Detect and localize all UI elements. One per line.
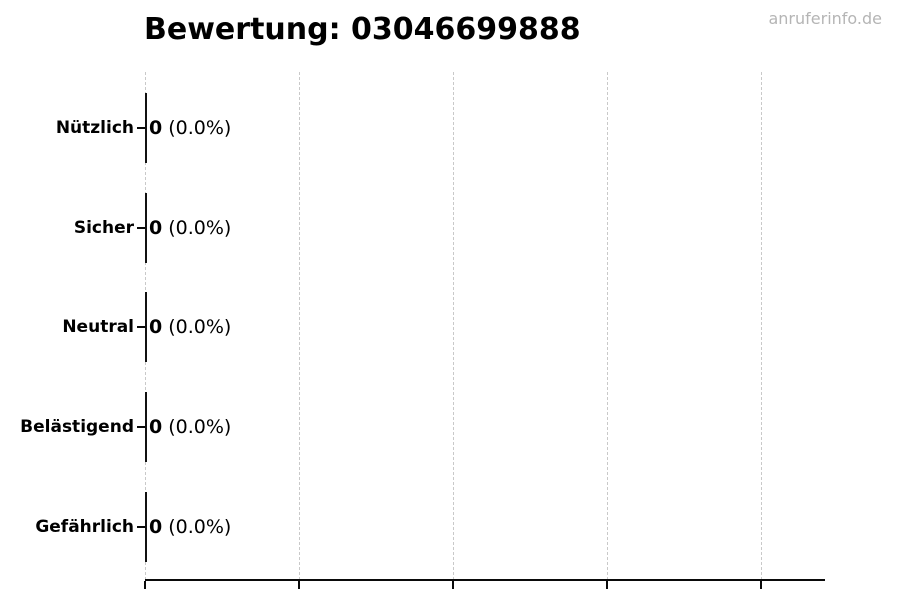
bar-row: Sicher 0 (0.0%) xyxy=(0,193,900,263)
x-axis-line xyxy=(145,579,825,581)
y-axis-tick xyxy=(137,227,145,229)
bar-count: 0 xyxy=(149,117,163,139)
bar-count: 0 xyxy=(149,217,163,239)
y-axis-tick xyxy=(137,426,145,428)
gridline xyxy=(761,72,762,580)
bar-value-label: 0 (0.0%) xyxy=(149,416,231,438)
watermark-text: anruferinfo.de xyxy=(768,9,882,28)
bar-count: 0 xyxy=(149,516,163,538)
x-axis-tick xyxy=(298,581,300,589)
bar-percent: (0.0%) xyxy=(168,516,232,538)
gridline xyxy=(607,72,608,580)
x-axis-tick xyxy=(760,581,762,589)
bar-value-label: 0 (0.0%) xyxy=(149,217,231,239)
bar-count: 0 xyxy=(149,416,163,438)
gridline xyxy=(453,72,454,580)
x-axis-tick xyxy=(452,581,454,589)
bar-value-label: 0 (0.0%) xyxy=(149,117,231,139)
chart-title: Bewertung: 03046699888 xyxy=(144,12,581,47)
bar xyxy=(145,193,147,263)
bar-percent: (0.0%) xyxy=(168,316,232,338)
bar-value-label: 0 (0.0%) xyxy=(149,316,231,338)
bar xyxy=(145,392,147,462)
bar-percent: (0.0%) xyxy=(168,416,232,438)
category-label: Neutral xyxy=(62,317,134,337)
bar-count: 0 xyxy=(149,316,163,338)
y-axis-tick xyxy=(137,127,145,129)
bar-percent: (0.0%) xyxy=(168,117,232,139)
bar-percent: (0.0%) xyxy=(168,217,232,239)
bar xyxy=(145,93,147,163)
x-axis-tick xyxy=(144,581,146,589)
category-label: Gefährlich xyxy=(35,517,134,537)
y-axis-tick xyxy=(137,526,145,528)
y-axis-tick xyxy=(137,326,145,328)
bar-row: Nützlich 0 (0.0%) xyxy=(0,93,900,163)
bar xyxy=(145,292,147,362)
bar-row: Belästigend 0 (0.0%) xyxy=(0,392,900,462)
bar-row: Neutral 0 (0.0%) xyxy=(0,292,900,362)
x-axis-tick xyxy=(606,581,608,589)
bar-value-label: 0 (0.0%) xyxy=(149,516,231,538)
category-label: Sicher xyxy=(73,218,134,238)
bar-row: Gefährlich 0 (0.0%) xyxy=(0,492,900,562)
category-label: Belästigend xyxy=(20,417,134,437)
category-label: Nützlich xyxy=(55,118,134,138)
gridline xyxy=(299,72,300,580)
bar xyxy=(145,492,147,562)
